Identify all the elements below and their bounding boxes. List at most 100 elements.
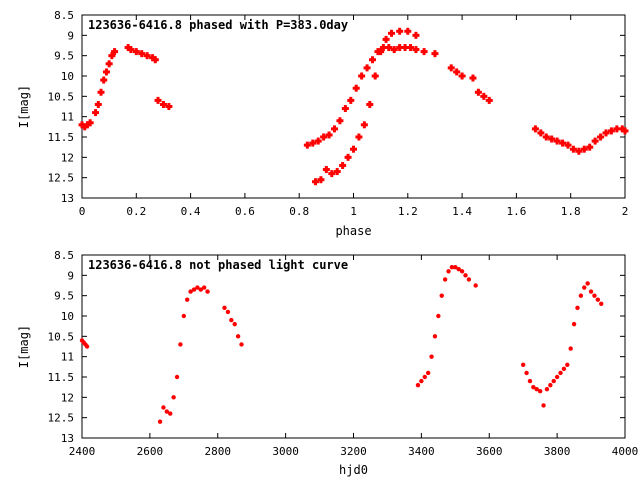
y-tick-label: 10 xyxy=(61,310,74,323)
data-point xyxy=(575,147,583,155)
data-point xyxy=(520,362,526,367)
data-point xyxy=(336,117,344,125)
y-axis-label: I[mag] xyxy=(17,325,31,368)
data-point xyxy=(537,389,543,394)
y-tick-label: 8.5 xyxy=(54,249,74,262)
y-tick-label: 10.5 xyxy=(48,90,75,103)
data-point xyxy=(390,46,398,54)
x-tick-label: 0.8 xyxy=(289,205,309,218)
data-point xyxy=(181,313,187,319)
data-point xyxy=(205,289,210,294)
data-point xyxy=(198,287,203,292)
data-point xyxy=(317,176,325,184)
data-point xyxy=(161,405,166,410)
data-point xyxy=(127,46,135,54)
y-tick-label: 13 xyxy=(61,192,74,205)
data-point xyxy=(524,370,529,376)
data-point xyxy=(154,96,162,104)
data-point xyxy=(314,137,322,145)
data-point xyxy=(607,127,615,135)
data-point xyxy=(415,382,421,388)
data-point xyxy=(328,170,336,178)
data-point xyxy=(463,273,468,278)
y-tick-label: 8.5 xyxy=(54,9,74,22)
data-point xyxy=(94,100,102,108)
y-tick-label: 11 xyxy=(61,111,74,124)
data-point xyxy=(303,141,311,149)
data-point xyxy=(396,27,404,35)
y-axis-label: I[mag] xyxy=(17,85,31,128)
y-tick-label: 12 xyxy=(61,391,74,404)
y-tick-label: 10.5 xyxy=(48,330,75,343)
data-point xyxy=(178,342,183,347)
data-point xyxy=(586,143,594,151)
data-point xyxy=(377,48,385,56)
data-point xyxy=(568,346,573,351)
data-point xyxy=(588,289,594,294)
data-point xyxy=(548,382,553,388)
data-point xyxy=(195,285,200,290)
data-point xyxy=(422,374,427,380)
data-point xyxy=(585,281,590,286)
x-tick-label: 1.2 xyxy=(398,205,418,218)
x-tick-label: 1.4 xyxy=(452,205,472,218)
data-point xyxy=(347,96,355,104)
x-tick-label: 4000 xyxy=(612,445,639,458)
data-point xyxy=(366,100,374,108)
y-tick-label: 13 xyxy=(61,432,74,445)
data-point xyxy=(558,370,563,376)
data-point xyxy=(613,125,621,133)
data-point xyxy=(84,344,90,349)
data-point xyxy=(311,178,319,186)
y-tick-label: 12 xyxy=(61,151,74,164)
data-point xyxy=(442,277,448,282)
x-tick-label: 0 xyxy=(79,205,86,218)
data-point xyxy=(569,145,577,153)
data-point xyxy=(382,35,390,43)
y-tick-label: 9 xyxy=(67,269,74,282)
x-tick-label: 1.6 xyxy=(506,205,526,218)
data-point xyxy=(165,103,173,110)
y-tick-label: 9.5 xyxy=(54,290,74,303)
data-point xyxy=(458,72,466,80)
y-tick-label: 9 xyxy=(67,29,74,42)
data-point xyxy=(469,74,477,82)
data-point xyxy=(580,145,588,153)
x-tick-label: 2600 xyxy=(137,445,164,458)
x-tick-label: 2800 xyxy=(205,445,232,458)
data-point xyxy=(325,131,333,139)
x-tick-label: 3200 xyxy=(340,445,367,458)
plot-frame xyxy=(81,254,626,439)
data-point xyxy=(404,27,412,35)
data-point xyxy=(105,60,113,68)
data-point xyxy=(419,378,424,384)
data-point xyxy=(446,269,451,274)
data-point xyxy=(108,52,116,60)
data-point xyxy=(138,50,146,58)
data-point xyxy=(369,56,377,64)
data-point xyxy=(432,334,438,339)
data-point xyxy=(553,137,561,145)
data-point xyxy=(439,293,444,298)
data-point xyxy=(571,321,577,327)
data-point xyxy=(86,119,94,127)
data-point xyxy=(559,139,567,147)
data-point xyxy=(371,72,379,80)
data-point xyxy=(143,52,151,60)
data-point xyxy=(597,133,605,141)
x-axis-label: phase xyxy=(335,224,371,238)
chart-panel-2: 2400 2600 2800 3000 3200 3400 3600 3800 4000 8.5 9… xyxy=(17,249,638,477)
data-point xyxy=(344,153,352,161)
data-point xyxy=(164,409,170,414)
data-point xyxy=(396,44,404,52)
data-point xyxy=(225,309,231,315)
data-point xyxy=(544,387,550,392)
data-point xyxy=(174,374,180,380)
x-tick-label: 1.8 xyxy=(561,205,581,218)
data-point xyxy=(401,44,409,52)
y-tick-label: 11 xyxy=(61,351,74,364)
data-point xyxy=(485,96,493,104)
data-point xyxy=(185,297,190,302)
data-point xyxy=(92,109,100,117)
data-point xyxy=(320,133,328,141)
